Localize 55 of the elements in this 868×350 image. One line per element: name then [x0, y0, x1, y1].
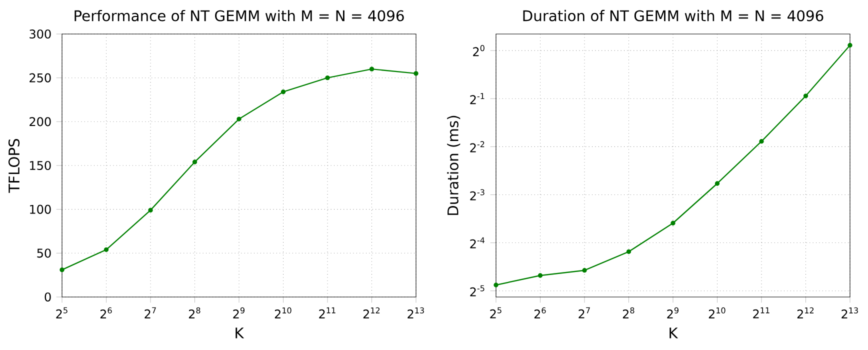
point [148, 208, 153, 213]
x-tick-label: 2$^{10}$ [274, 307, 292, 318]
x-tick-label: 2$^{7}$ [578, 307, 590, 318]
x-tick-label: 2$^{12}$ [363, 307, 380, 318]
x-tick-label: 2$^{13}$ [842, 307, 858, 318]
x-tick-label: 2$^{12}$ [797, 307, 814, 318]
y-tick-label: 150 [30, 160, 51, 170]
y-tick-label: 2$^{-1}$ [470, 93, 484, 104]
x-tick-label: 2$^{13}$ [408, 307, 424, 318]
x-tick-label: 2$^{8}$ [622, 307, 634, 318]
point [325, 76, 330, 80]
y-tick-label: 2$^{-4}$ [470, 237, 484, 248]
y-tick-label: 250 [30, 73, 51, 82]
point [803, 94, 808, 98]
point [494, 282, 498, 288]
y-tick-label: 2$^{-2}$ [470, 141, 484, 152]
y-tick-label: 300 [30, 29, 51, 39]
point [236, 116, 242, 122]
x-tick-label: 2$^{7}$ [144, 307, 156, 318]
y-tick-label: 200 [30, 117, 51, 126]
y-tick-label: 50 [37, 248, 51, 258]
point [582, 268, 587, 273]
point [670, 220, 676, 226]
point [626, 249, 632, 254]
y-tick-label: 100 [30, 204, 51, 214]
x-tick-label: 2$^{5}$ [56, 307, 68, 318]
point [848, 42, 852, 48]
x-tick-label: 2$^{9}$ [667, 307, 678, 318]
y-axis-title: TFLOPS [8, 138, 20, 193]
y-axis-title: Duration (ms) [447, 116, 460, 215]
x-tick-label: 2$^{6}$ [100, 307, 112, 318]
y-tick-label: 2$^{0}$ [473, 45, 484, 56]
x-tick-label: 2$^{10}$ [708, 307, 726, 318]
x-tick-label: 2$^{8}$ [188, 307, 200, 318]
chart-title: Performance of NT GEMM with M = N = 4096 [74, 10, 404, 22]
x-tick-label: 2$^{11}$ [319, 307, 336, 318]
chart-title: Duration of NT GEMM with M = N = 4096 [523, 10, 824, 22]
point [60, 267, 64, 272]
x-tick-label: 2$^{6}$ [534, 307, 546, 318]
y-tick-label: 2$^{-3}$ [470, 189, 484, 200]
point [538, 273, 543, 278]
point [714, 181, 720, 186]
point [192, 160, 198, 164]
y-tick-label: 2$^{-5}$ [470, 285, 484, 296]
point [369, 66, 374, 72]
point [414, 71, 418, 76]
point [104, 247, 109, 252]
point [759, 139, 764, 144]
x-tick-label: 2$^{11}$ [753, 307, 770, 318]
point [280, 90, 286, 94]
x-tick-label: 2$^{5}$ [490, 307, 502, 318]
x-axis-title: K [670, 328, 678, 338]
x-tick-label: 2$^{9}$ [233, 307, 244, 318]
y-tick-label: 0 [44, 292, 51, 302]
x-axis-title: K [236, 328, 244, 338]
